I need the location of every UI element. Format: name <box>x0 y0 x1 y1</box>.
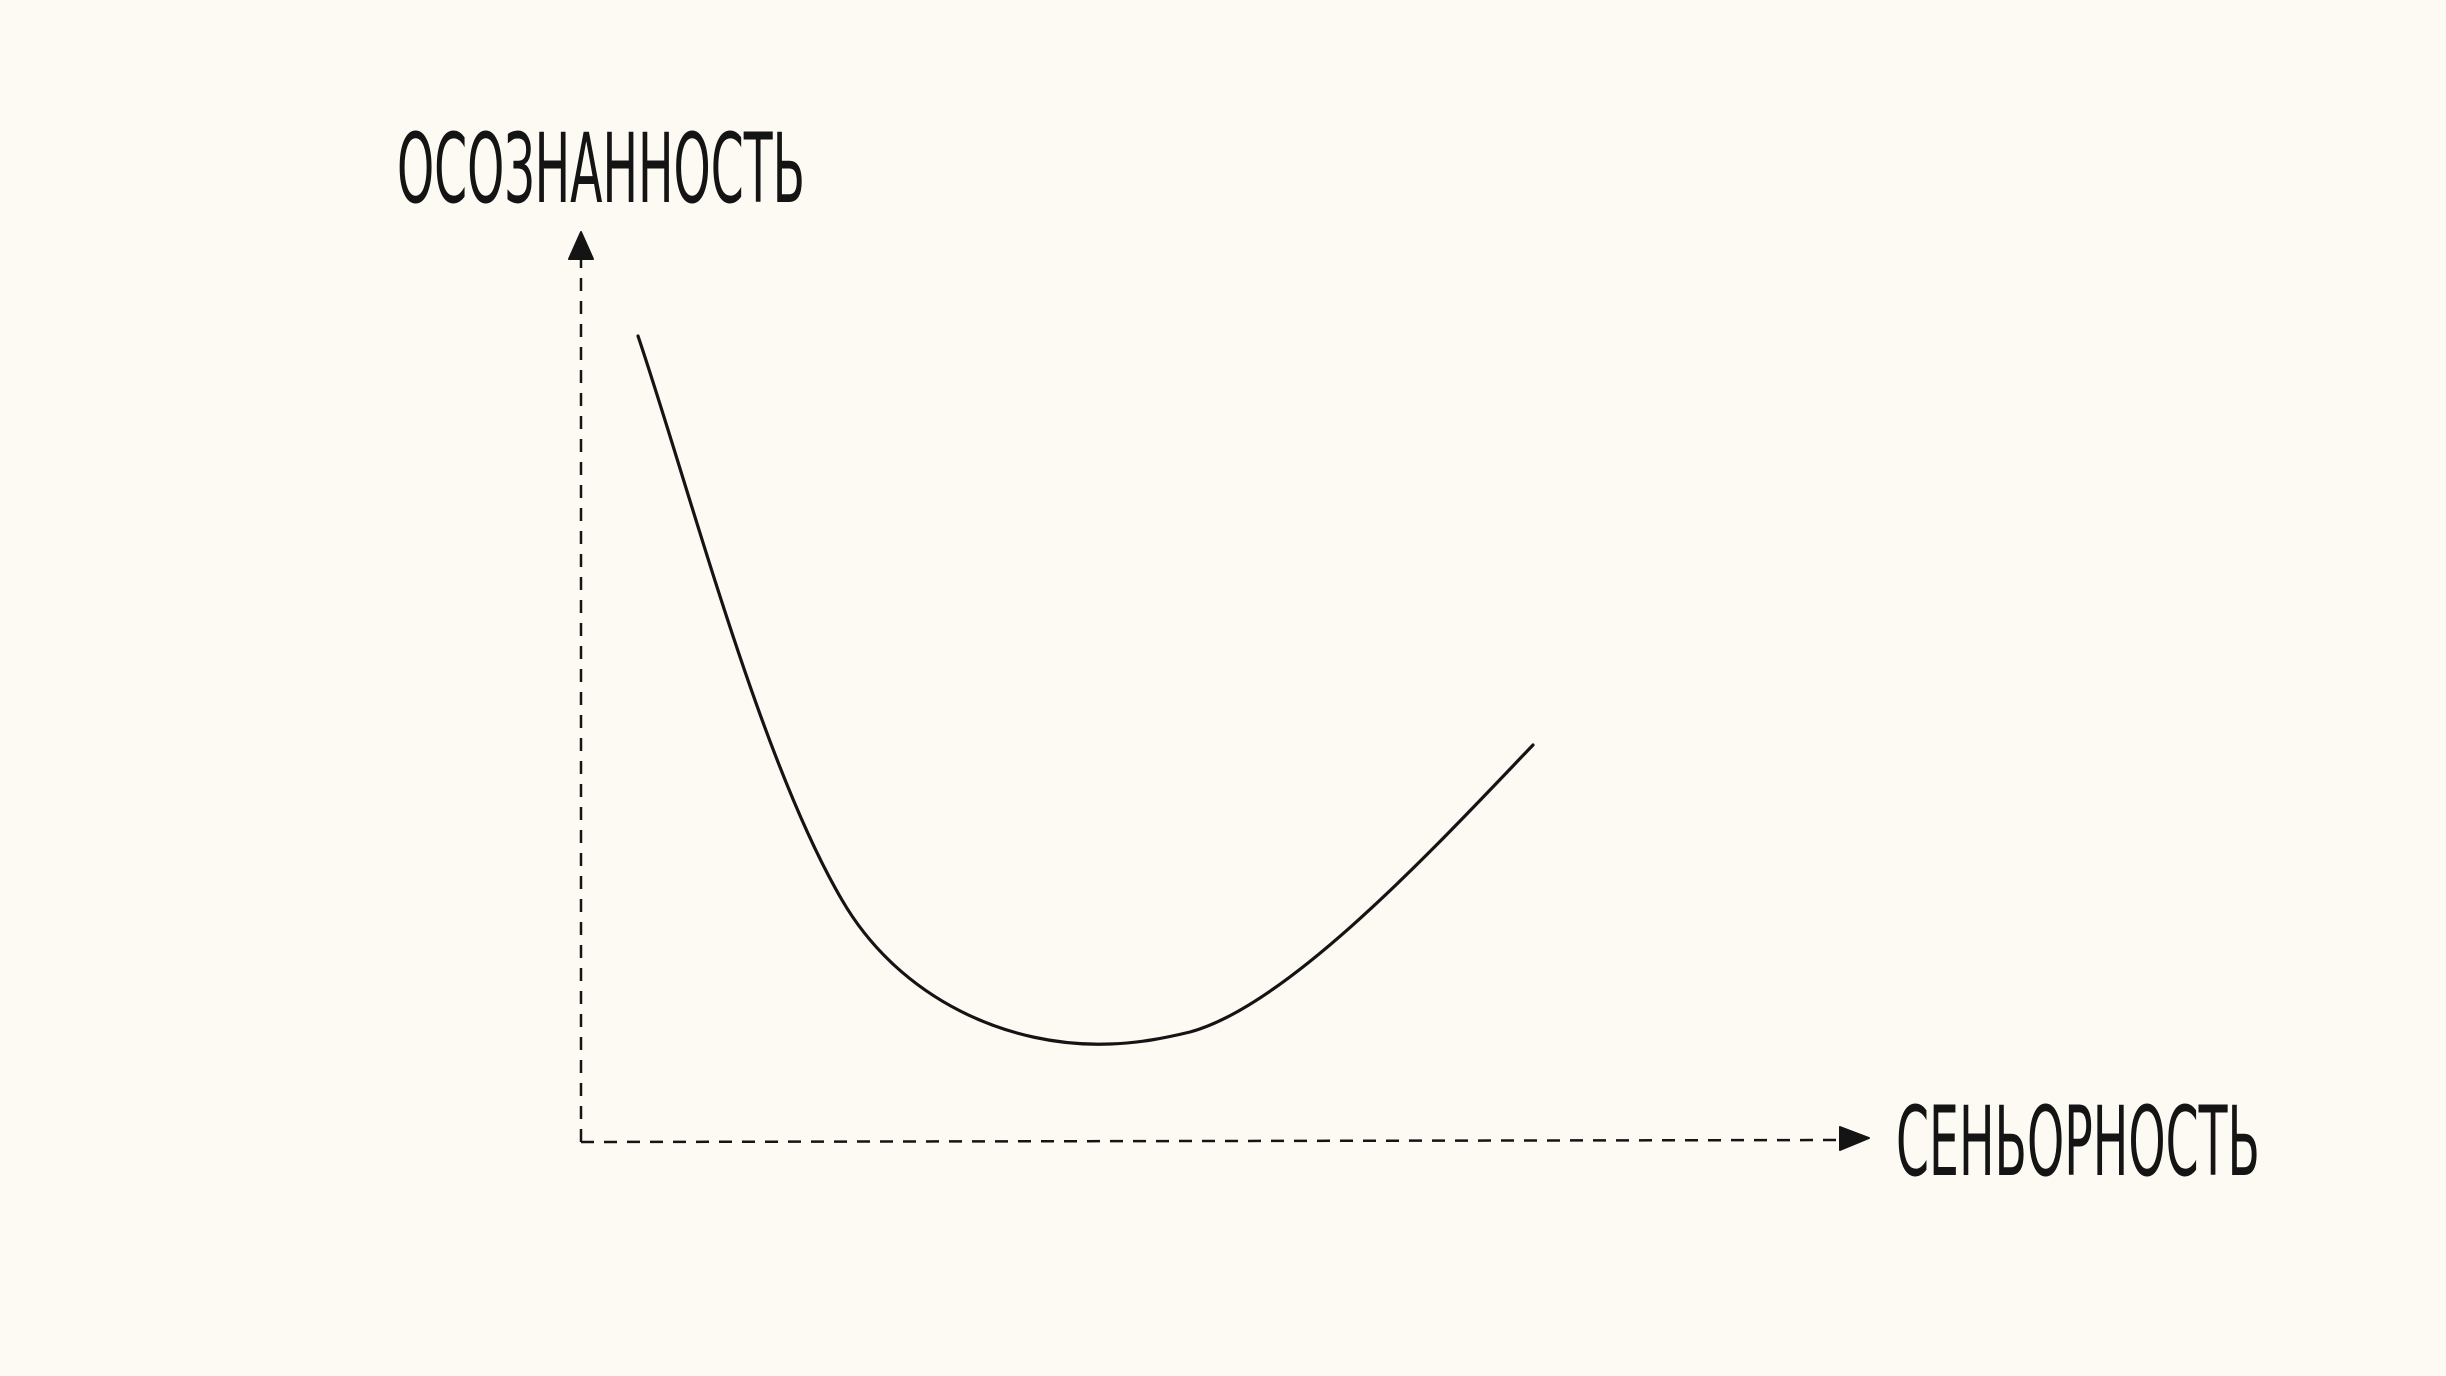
y-axis <box>568 231 594 1142</box>
y-axis-label: ОСОЗНАННОСТЬ <box>397 113 805 225</box>
x-axis-label: СЕНЬОРНОСТЬ <box>1896 1086 2260 1198</box>
x-axis-line <box>580 1138 1843 1144</box>
awareness-curve-line <box>636 334 1535 1046</box>
y-axis-arrowhead-icon <box>568 231 594 260</box>
x-axis-arrowhead-icon <box>1839 1126 1870 1151</box>
x-axis <box>580 1126 1870 1151</box>
